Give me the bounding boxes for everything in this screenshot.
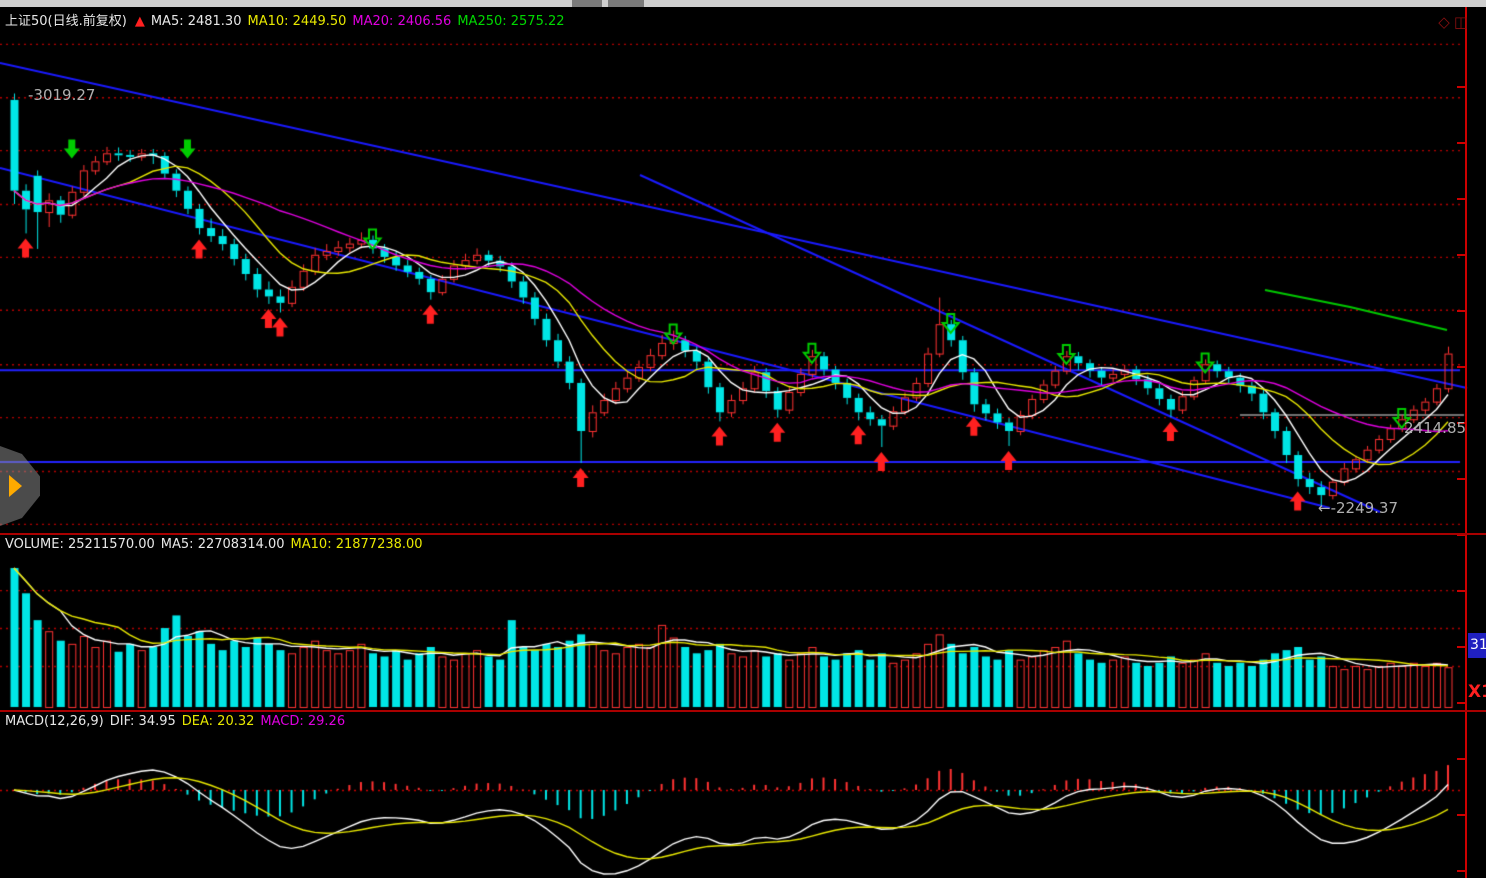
axis-tick (1457, 646, 1465, 648)
axis-tick (1457, 310, 1465, 312)
dif-value[interactable]: DIF: 34.95 (109, 714, 176, 729)
instrument-title: 上证50(日线.前复权) (5, 14, 127, 29)
axis-tick (1457, 142, 1465, 144)
macd-name[interactable]: MACD(12,26,9) (5, 714, 104, 729)
axis-tick (1457, 86, 1465, 88)
ma250-value[interactable]: MA250: 2575.22 (457, 14, 565, 29)
axis-tick (1457, 254, 1465, 256)
axis-tick (1457, 702, 1465, 704)
axis-tick (1457, 534, 1465, 536)
axis-tick (1457, 870, 1465, 872)
x1-marker-label: X1 (1468, 682, 1486, 702)
axis-tick (1457, 478, 1465, 480)
split-window-icon[interactable]: ◫ (1453, 13, 1472, 31)
price-panel: 上证50(日线.前复权) ▲ MA5: 2481.30 MA10: 2449.50 MA… (0, 7, 1486, 533)
dea-value[interactable]: DEA: 20.32 (181, 714, 255, 729)
volume-ma5-value[interactable]: MA5: 22708314.00 (160, 537, 285, 552)
axis-tick (1457, 758, 1465, 760)
macd-header: MACD(12,26,9) DIF: 34.95 DEA: 20.32 MACD: 2… (5, 714, 351, 729)
high-price-label: -3019.27 (28, 86, 96, 104)
volume-ma10-value[interactable]: MA10: 21877238.00 (290, 537, 423, 552)
volume-header: VOLUME: 25211570.00 MA5: 22708314.00 MA10:… (5, 537, 429, 552)
panel-separator[interactable] (0, 710, 1486, 712)
price-header: 上证50(日线.前复权) ▲ MA5: 2481.30 MA10: 2449.50 MA… (5, 10, 571, 29)
drawing-tag-badge: 31 (1468, 633, 1486, 658)
top-strip-segment (572, 0, 602, 7)
panel-separator[interactable] (0, 533, 1486, 535)
macd-chart-canvas[interactable] (0, 712, 1486, 878)
axis-tick (1457, 198, 1465, 200)
buy-signal-arrow-icon: ▲ (134, 14, 145, 29)
marked-price-label: 2414.85 (1404, 419, 1467, 437)
window-top-strip (0, 0, 1486, 7)
axis-tick (1457, 590, 1465, 592)
macd-panel: MACD(12,26,9) DIF: 34.95 DEA: 20.32 MACD: 2… (0, 712, 1486, 878)
volume-panel: VOLUME: 25211570.00 MA5: 22708314.00 MA10:… (0, 535, 1486, 710)
ma5-value[interactable]: MA5: 2481.30 (150, 14, 242, 29)
volume-value[interactable]: VOLUME: 25211570.00 (5, 537, 155, 552)
axis-tick (1457, 422, 1465, 424)
diamond-icon[interactable]: ◇ (1438, 13, 1454, 31)
ma10-value[interactable]: MA10: 2449.50 (247, 14, 347, 29)
axis-tick (1457, 366, 1465, 368)
top-strip-segment (608, 0, 644, 7)
axis-tick (1457, 814, 1465, 816)
volume-chart-canvas[interactable] (0, 535, 1486, 710)
macd-value[interactable]: MACD: 29.26 (260, 714, 346, 729)
panel-corner-buttons: ◇◫ (1438, 13, 1472, 31)
right-price-axis[interactable] (1465, 7, 1467, 878)
low-price-label: ←-2249.37 (1318, 499, 1399, 517)
ma20-value[interactable]: MA20: 2406.56 (352, 14, 452, 29)
candlestick-chart-canvas[interactable] (0, 7, 1486, 533)
expand-arrow-icon (9, 475, 22, 497)
